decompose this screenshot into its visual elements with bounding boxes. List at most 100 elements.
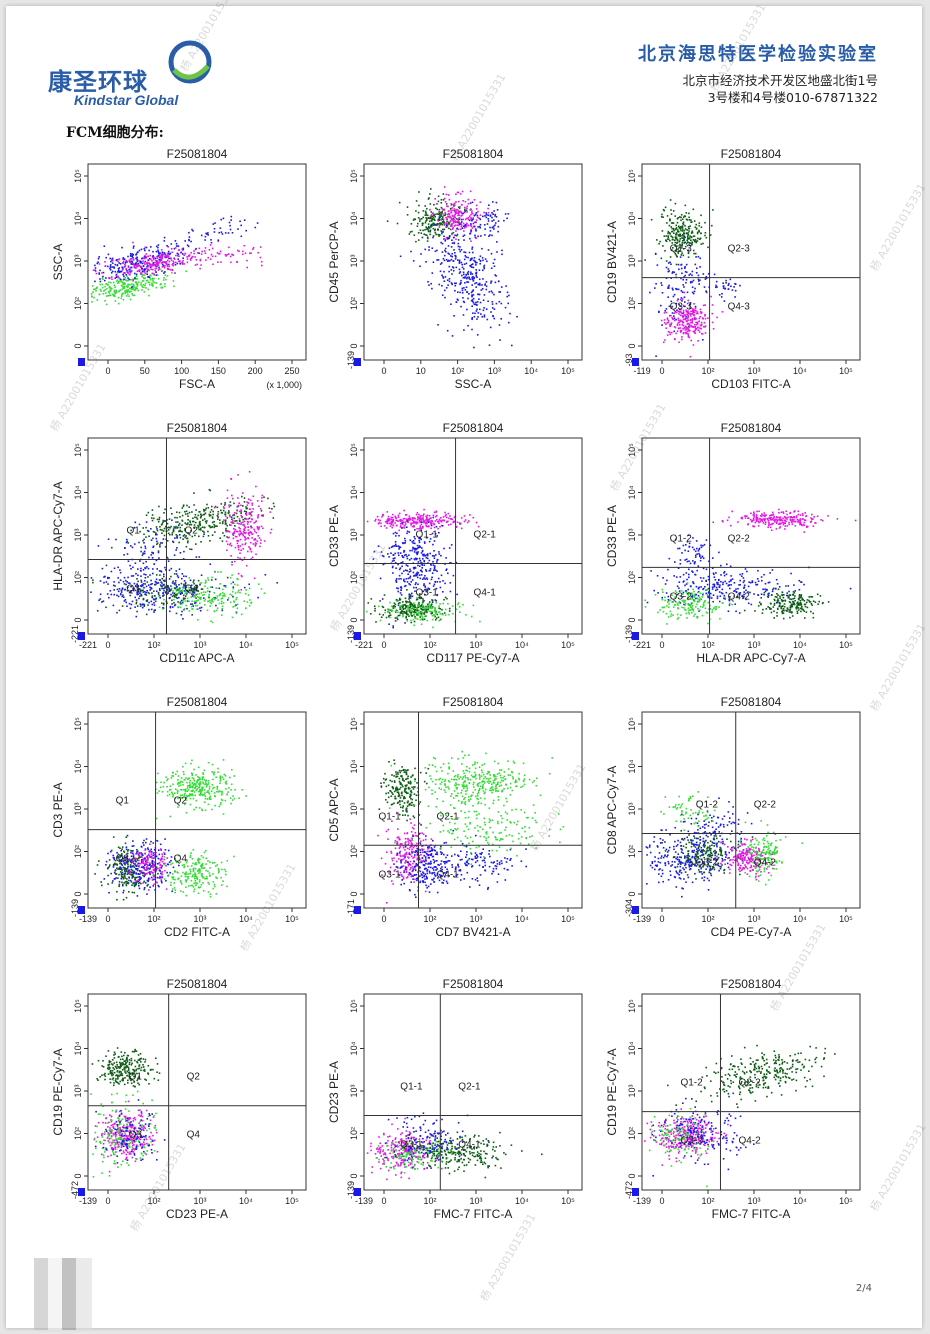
plot-frame	[87, 993, 307, 1191]
y-axis-label: CD5 APC-A	[327, 778, 341, 841]
plot-title: F25081804	[167, 695, 228, 709]
y-tick-label: 10⁴	[349, 211, 359, 225]
x-tick-label: 10⁴	[239, 914, 253, 924]
section-title: FCM细胞分布:	[66, 125, 164, 141]
x-tick-label: 10²	[423, 914, 436, 924]
quadrant-label: Q3	[129, 1130, 143, 1141]
quadrant-label: Q3-1	[400, 1140, 423, 1151]
quadrant-label: Q4	[174, 854, 188, 865]
gate-marker-icon	[354, 632, 361, 640]
y-tick-label: 0	[73, 343, 83, 348]
x-tick-label: 10⁴	[515, 640, 529, 650]
quadrant-label: Q4-2	[728, 591, 751, 602]
x-tick-label: 10⁵	[561, 366, 575, 376]
y-axis-label: CD45 PerCP-A	[327, 221, 341, 302]
plot-frame	[87, 163, 307, 361]
x-tick-label: 10⁵	[839, 1196, 853, 1206]
x-tick-label: 10²	[701, 914, 714, 924]
quadrant-label: Q2	[184, 526, 198, 537]
y-tick-label: 10³	[349, 254, 359, 267]
x-tick-label: 0	[381, 366, 386, 376]
x-tick-label: 0	[659, 640, 664, 650]
y-tick-label: 10⁴	[349, 1041, 359, 1055]
y-tick-label: 10³	[349, 802, 359, 815]
y-axis-label: CD33 PE-A	[327, 505, 341, 567]
plot-title: F25081804	[443, 977, 504, 991]
quadrant-label: Q4-1	[474, 587, 497, 598]
y-tick-label: 10⁴	[73, 485, 83, 499]
x-tick-label: 10⁴	[793, 1196, 807, 1206]
y-tick-label: 10²	[349, 1127, 359, 1140]
x-tick-label: 10³	[469, 1196, 482, 1206]
y-min-label: -139	[346, 1181, 356, 1199]
y-min-label: -472	[70, 1181, 80, 1199]
x-min-label: -221	[79, 640, 97, 650]
y-min-label: -221	[70, 625, 80, 643]
plot-title: F25081804	[721, 977, 782, 991]
y-axis-label: CD19 PE-Cy7-A	[51, 1048, 65, 1135]
y-tick-label: 10³	[73, 1084, 83, 1097]
quadrant-label: Q3-2	[670, 591, 693, 602]
y-tick-label: 10²	[349, 845, 359, 858]
x-tick-label: 0	[105, 914, 110, 924]
y-tick-label: 0	[349, 343, 359, 348]
event-dots	[366, 1112, 543, 1181]
x-tick-label: 10⁵	[285, 914, 299, 924]
plot-title: F25081804	[443, 147, 504, 161]
quadrant-label: Q3	[116, 854, 130, 865]
plot-frame	[363, 163, 583, 361]
y-axis-label: SSC-A	[51, 244, 65, 281]
y-tick-label: 10⁴	[349, 485, 359, 499]
event-dots	[366, 508, 481, 629]
quadrant-label: Q1-3	[670, 244, 693, 255]
gate-marker-icon	[354, 1188, 361, 1196]
y-min-label: -93	[624, 353, 634, 366]
flow-plot-5: F25081804 Q1-1 Q2-1 Q3-1 Q4-1 0 10² 10³ 10⁴ 10⁵ 0 1…	[327, 421, 583, 665]
y-min-label: -139	[346, 351, 356, 369]
gate-marker-icon	[632, 358, 639, 366]
x-tick-label: 0	[381, 914, 386, 924]
y-tick-label: 0	[349, 891, 359, 896]
x-tick-label: 0	[381, 1196, 386, 1206]
y-tick-label: 0	[627, 617, 637, 622]
x-tick-label: 10⁵	[839, 914, 853, 924]
plot-frame	[641, 437, 861, 635]
y-tick-label: 10⁴	[349, 759, 359, 773]
plot-title: F25081804	[167, 147, 228, 161]
y-tick-label: 10⁵	[73, 999, 83, 1013]
event-dots	[386, 186, 518, 349]
y-min-label: -171	[346, 899, 356, 917]
y-tick-label: 0	[73, 617, 83, 622]
y-axis-label: CD19 PE-Cy7-A	[605, 1048, 619, 1135]
y-tick-label: 10⁵	[627, 169, 637, 183]
logo-english-name: Kindstar Global	[74, 92, 179, 108]
x-axis-label: CD23 PE-A	[166, 1207, 228, 1221]
lab-name: 北京海思特医学检验实验室	[638, 44, 878, 65]
kindstar-logo: 康圣环球 Kindstar Global	[44, 40, 224, 110]
quadrant-label: Q3-1	[416, 587, 439, 598]
blurred-qr-code	[34, 1258, 92, 1330]
y-tick-label: 10³	[73, 528, 83, 541]
quadrant-label: Q2-1	[437, 811, 460, 822]
y-tick-label: 10³	[627, 528, 637, 541]
watermark-text: 杨 A22001015331	[867, 181, 929, 274]
y-tick-label: 0	[349, 1173, 359, 1178]
flow-plot-1: F25081804 0 10² 10³ 10⁴ 10⁵ 0 50 100 150 200 250 (x …	[51, 147, 307, 391]
x-tick-label: 50	[140, 366, 150, 376]
x-axis-label: CD103 FITC-A	[711, 377, 790, 391]
quadrant-label: Q1	[116, 796, 130, 807]
plot-frame	[363, 437, 583, 635]
gate-marker-icon	[354, 358, 361, 366]
report-page: 康圣环球 Kindstar Global 北京海思特医学检验实验室 北京市经济技…	[6, 0, 928, 1330]
x-tick-label: 10⁵	[561, 914, 575, 924]
x-tick-label: 10⁴	[515, 914, 529, 924]
y-axis-label: CD23 PE-A	[327, 1061, 341, 1123]
x-tick-label: 10²	[701, 640, 714, 650]
y-tick-label: 10³	[349, 528, 359, 541]
y-axis-label: CD19 BV421-A	[605, 221, 619, 303]
flow-plot-8: F25081804 Q1-1 Q2-1 Q3-1 Q4-1 0 10² 10³ 10⁴ 10⁵ 0 1…	[327, 695, 583, 939]
x-tick-label: 10⁵	[561, 640, 575, 650]
quadrant-label: Q4	[184, 584, 198, 595]
flow-plot-2: F25081804 0 10² 10³ 10⁴ 10⁵ 0 10 10² 10³ 10⁴ 10⁵ -13…	[327, 147, 583, 391]
gate-marker-icon	[78, 358, 85, 366]
